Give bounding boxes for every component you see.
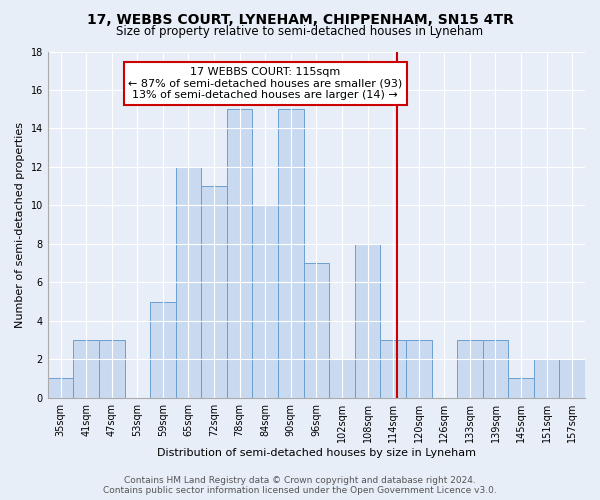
Bar bbox=[355, 244, 380, 398]
Bar bbox=[534, 359, 559, 398]
Bar bbox=[99, 340, 125, 398]
Bar bbox=[457, 340, 482, 398]
Bar bbox=[176, 167, 201, 398]
Bar bbox=[406, 340, 431, 398]
Bar bbox=[48, 378, 73, 398]
Text: Contains HM Land Registry data © Crown copyright and database right 2024.
Contai: Contains HM Land Registry data © Crown c… bbox=[103, 476, 497, 495]
Bar bbox=[227, 109, 253, 398]
Bar bbox=[201, 186, 227, 398]
Bar bbox=[482, 340, 508, 398]
Bar bbox=[380, 340, 406, 398]
Text: 17, WEBBS COURT, LYNEHAM, CHIPPENHAM, SN15 4TR: 17, WEBBS COURT, LYNEHAM, CHIPPENHAM, SN… bbox=[86, 12, 514, 26]
Bar bbox=[73, 340, 99, 398]
Bar bbox=[253, 206, 278, 398]
Bar bbox=[508, 378, 534, 398]
Bar bbox=[150, 302, 176, 398]
Y-axis label: Number of semi-detached properties: Number of semi-detached properties bbox=[15, 122, 25, 328]
Text: 17 WEBBS COURT: 115sqm
← 87% of semi-detached houses are smaller (93)
13% of sem: 17 WEBBS COURT: 115sqm ← 87% of semi-det… bbox=[128, 67, 403, 100]
Bar bbox=[329, 359, 355, 398]
X-axis label: Distribution of semi-detached houses by size in Lyneham: Distribution of semi-detached houses by … bbox=[157, 448, 476, 458]
Text: Size of property relative to semi-detached houses in Lyneham: Size of property relative to semi-detach… bbox=[116, 25, 484, 38]
Bar bbox=[278, 109, 304, 398]
Bar bbox=[559, 359, 585, 398]
Bar bbox=[304, 263, 329, 398]
